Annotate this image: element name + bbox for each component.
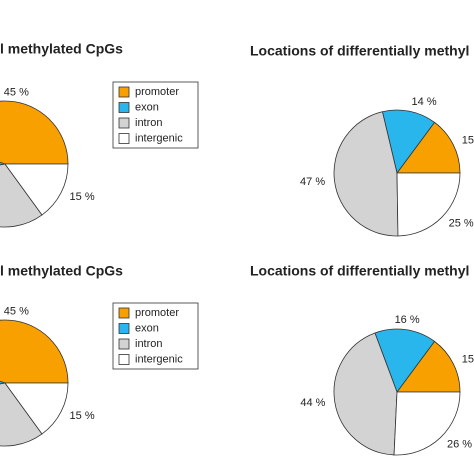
legend-swatch [118,102,130,113]
legend-label: exon [135,101,159,113]
slice-label: 15 % [462,353,474,365]
chart-title: l methylated CpGs [0,41,123,57]
legend-label: exon [135,322,159,334]
pie-slice [0,163,43,228]
chart-title: Locations of differentially methyl [250,263,469,279]
legend-label: intergenic [135,353,183,365]
pie-slice [396,121,461,174]
legend-swatch [118,86,130,98]
pie-slice [4,163,69,216]
slice-label: 26 % [447,438,472,450]
legend-swatch [118,323,130,334]
pie-slice [0,319,69,384]
pie-slice [0,100,69,165]
slice-label: 44 % [300,397,325,409]
slice-label: 16 % [395,314,420,326]
pie-slice [396,172,461,237]
pie-slice [333,111,399,237]
slice-label: 15 % [70,191,95,203]
legend-label: intron [135,338,163,350]
slice-label: 15 % [462,134,474,146]
slice-label: 47 % [300,176,325,188]
legend-label: intergenic [135,132,183,144]
legend-swatch [118,307,130,319]
chart-title: Locations of differentially methyl [250,43,469,59]
slice-label: 25 % [449,218,474,230]
slice-label: 45 % [4,305,29,317]
slice-label: 45 % [4,86,29,98]
legend-swatch [118,354,130,365]
slice-label: 15 % [70,410,95,422]
slice-label: 14 % [412,96,437,108]
pie-slice [393,391,461,456]
legend-swatch [118,338,130,350]
legend-label: intron [135,117,163,129]
pie-slice [396,340,461,393]
pie-slice [333,332,398,456]
legend-label: promoter [135,307,179,319]
chart-title: l methylated CpGs [0,263,123,279]
legend-swatch [118,133,130,144]
pie-slice [4,382,69,435]
pie-slice [374,328,436,393]
pie-slice [0,382,43,447]
legend-swatch [118,117,130,129]
pie-slice [381,109,436,174]
legend-label: promoter [135,86,179,98]
